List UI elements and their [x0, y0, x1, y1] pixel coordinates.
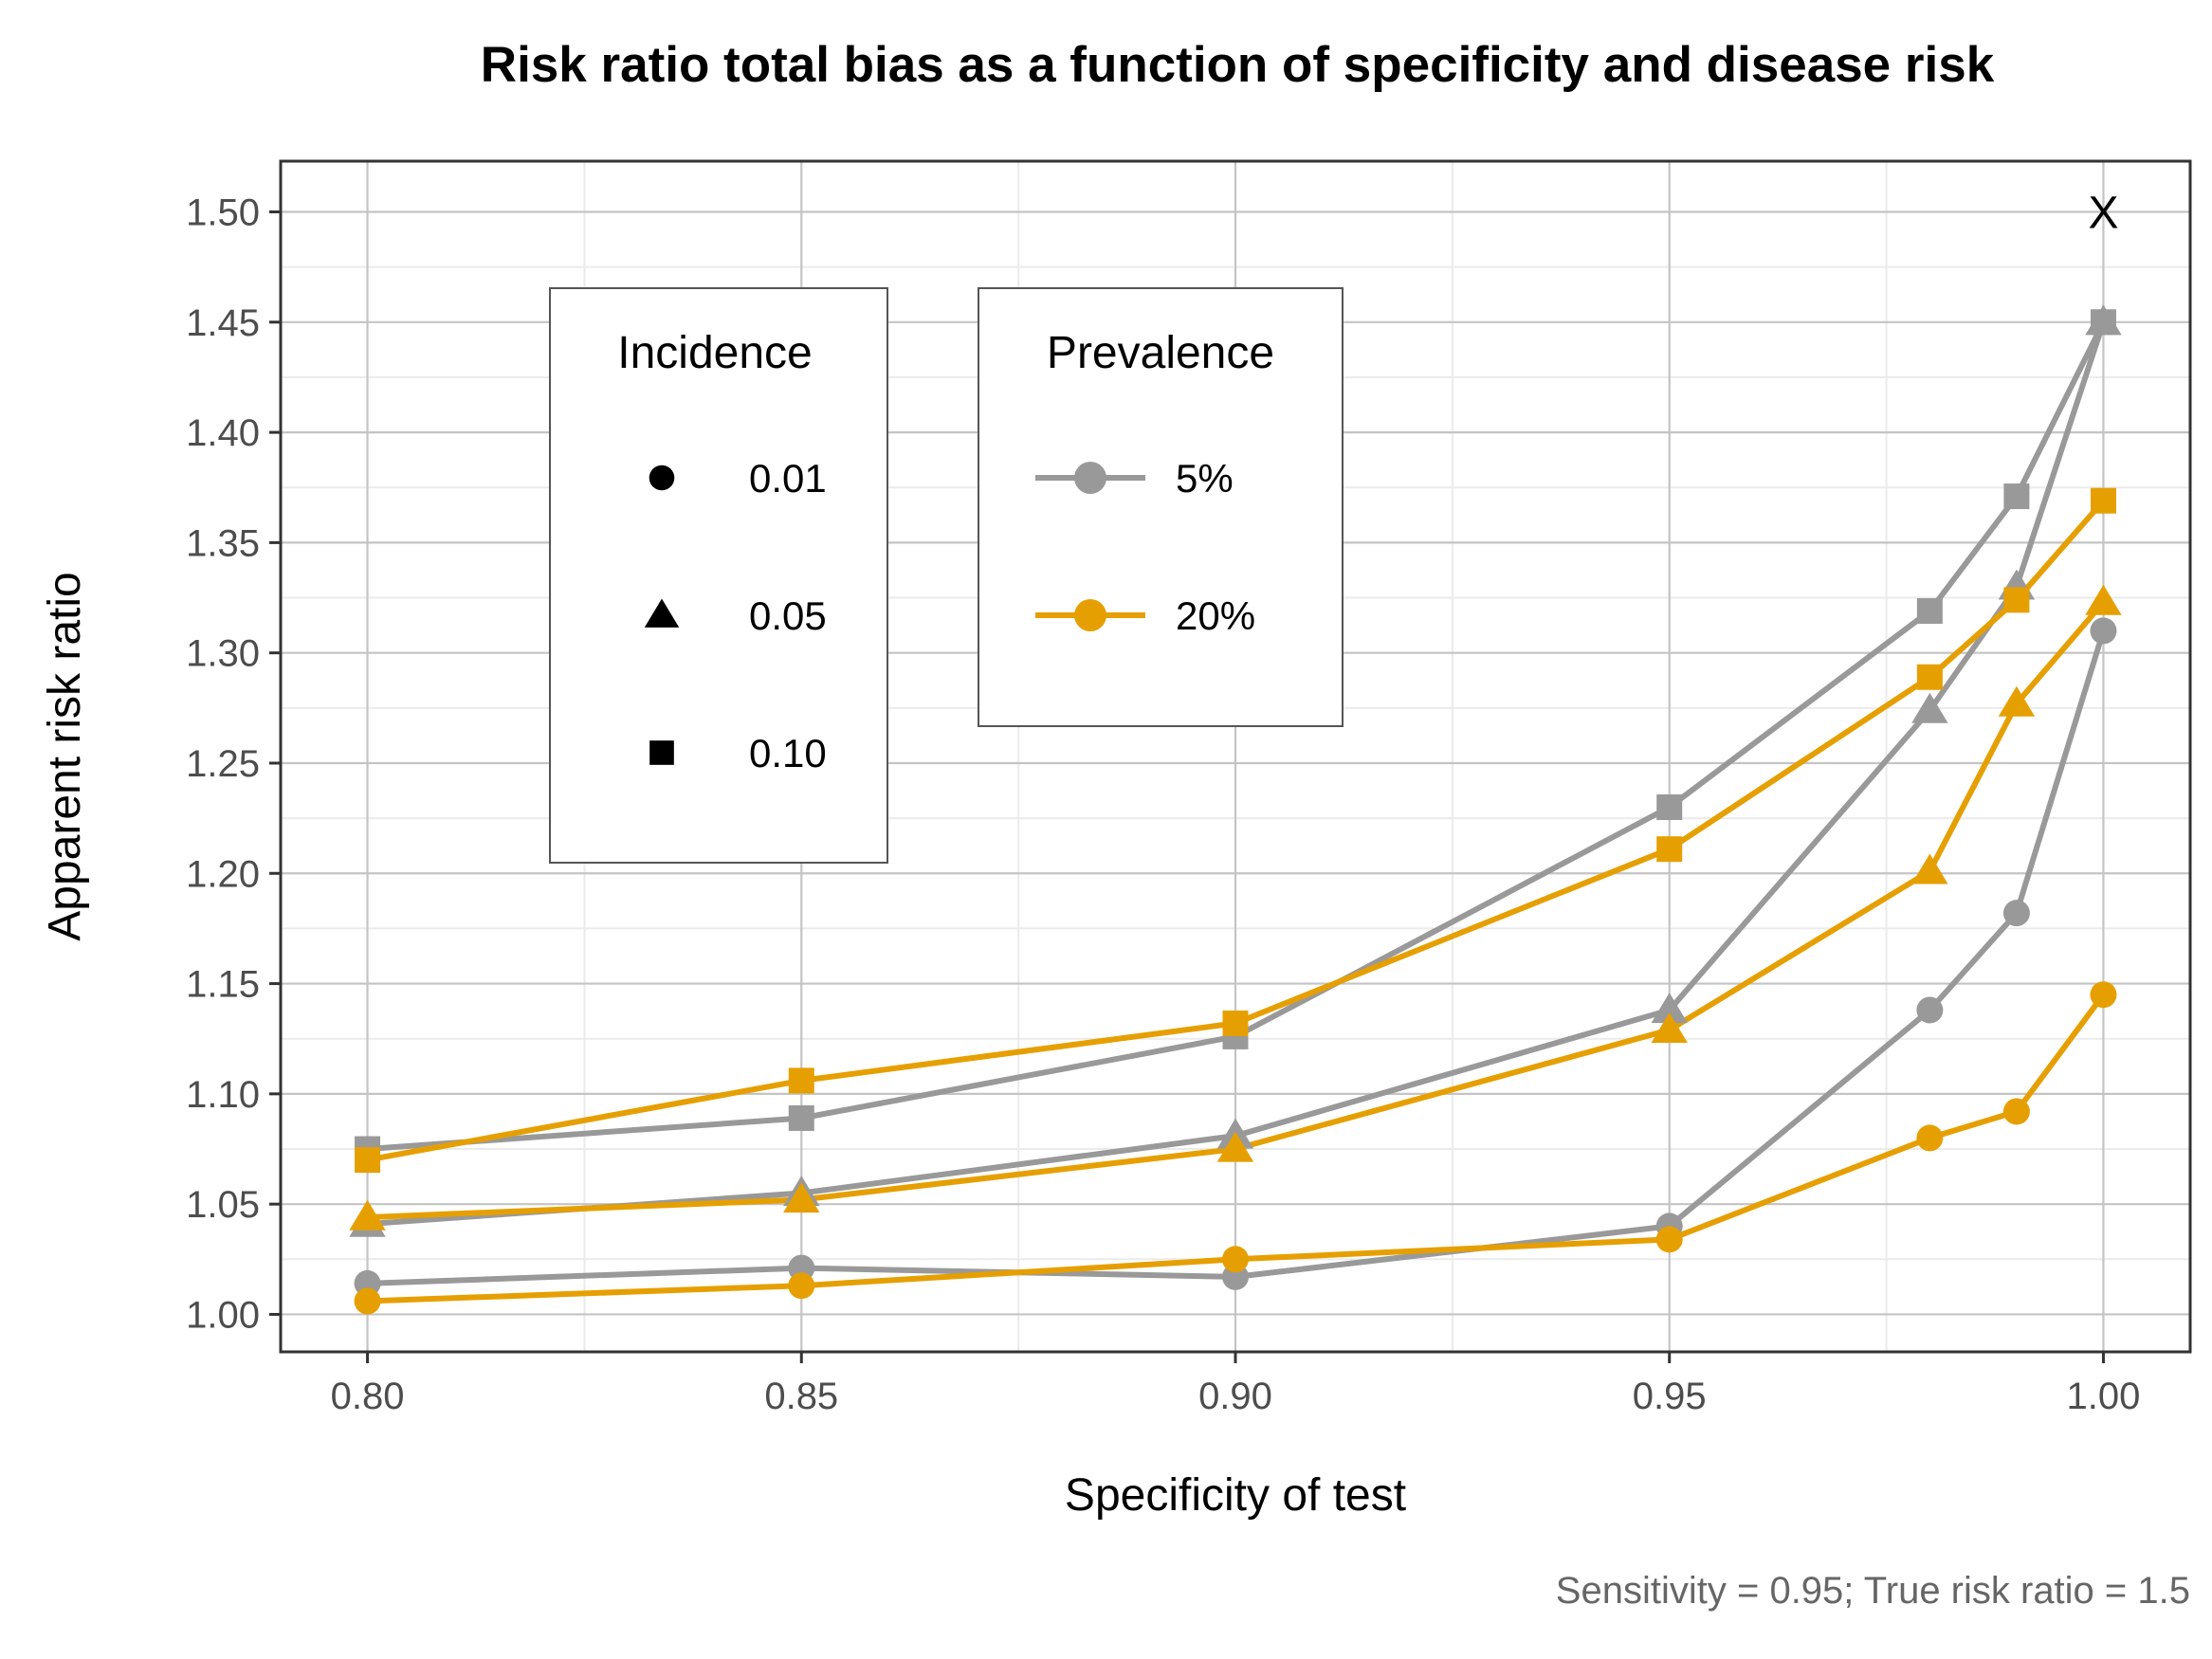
- legend-key-circle: [649, 465, 675, 491]
- legend-incidence-label: 0.10: [749, 731, 827, 775]
- data-point-square: [2003, 587, 2030, 613]
- data-point-circle: [354, 1287, 381, 1315]
- legend-incidence-title: Incidence: [617, 328, 812, 378]
- legend-prevalence-title: Prevalence: [1047, 328, 1274, 378]
- data-point-circle: [1916, 1124, 1944, 1152]
- data-point-triangle: [1911, 853, 1948, 884]
- data-point-triangle: [349, 1199, 386, 1231]
- x-tick-label: 0.95: [1633, 1376, 1707, 1417]
- data-point-square: [2003, 483, 2030, 510]
- x-axis-label: Specificity of test: [1065, 1470, 1406, 1521]
- y-axis-label: Apparent risk ratio: [40, 572, 90, 941]
- y-tick-label: 1.20: [186, 853, 260, 895]
- legend-incidence: Incidence 0.01 0.05 0.10: [549, 287, 888, 864]
- data-point-triangle: [1651, 1012, 1688, 1044]
- y-tick-label: 1.50: [186, 191, 260, 233]
- data-point-circle: [2002, 1098, 2030, 1125]
- data-point-triangle: [1651, 993, 1688, 1024]
- x-axis: 0.80 0.85 0.90 0.95 1.00: [331, 1352, 2141, 1417]
- data-point-square: [1222, 1010, 1249, 1036]
- legend-prevalence: Prevalence 5% 20%: [978, 287, 1344, 727]
- y-tick-label: 1.10: [186, 1074, 260, 1116]
- x-tick-label: 0.90: [1198, 1376, 1272, 1417]
- data-point-circle: [1916, 996, 1944, 1024]
- y-axis: 1.00 1.05 1.10 1.15 1.20 1.25 1.30 1.35 1.40 1.45…: [186, 191, 281, 1336]
- legend-incidence-label: 0.01: [749, 456, 827, 501]
- legend-incidence-box: [549, 287, 888, 864]
- y-tick-label: 1.15: [186, 964, 260, 1006]
- data-point-circle: [2002, 900, 2030, 927]
- y-tick-label: 1.45: [186, 302, 260, 344]
- data-point-circle: [2090, 981, 2117, 1009]
- data-point-triangle: [1216, 1131, 1254, 1162]
- data-point-square: [2090, 309, 2116, 336]
- legend-prevalence-box: [978, 287, 1344, 727]
- data-point-triangle: [2085, 584, 2122, 615]
- legend-prevalence-entries: 5% 20%: [1035, 456, 1255, 638]
- chart-title: Risk ratio total bias as a function of s…: [481, 37, 1995, 93]
- chart-caption: Sensitivity = 0.95; True risk ratio = 1.…: [1556, 1570, 2190, 1612]
- series-points: [349, 304, 2122, 1315]
- data-point-circle: [788, 1272, 815, 1300]
- legend-incidence-entries: 0.01 0.05 0.10: [644, 456, 827, 775]
- x-tick-label: 0.85: [764, 1376, 838, 1417]
- data-point-square: [1916, 597, 1943, 624]
- x-tick-label: 1.00: [2067, 1376, 2141, 1417]
- legend-key-dot: [1074, 599, 1106, 631]
- legend-prevalence-label: 20%: [1176, 593, 1255, 638]
- legend-key-dot: [1074, 462, 1106, 494]
- y-tick-label: 1.00: [186, 1294, 260, 1336]
- data-point-triangle: [783, 1182, 820, 1213]
- data-point-square: [1656, 836, 1683, 863]
- y-tick-label: 1.05: [186, 1184, 260, 1226]
- legend-prevalence-label: 5%: [1176, 456, 1234, 501]
- data-point-square: [2090, 487, 2116, 514]
- data-point-circle: [1222, 1246, 1249, 1273]
- data-point-square: [788, 1067, 814, 1094]
- y-tick-label: 1.30: [186, 633, 260, 675]
- y-tick-label: 1.35: [186, 522, 260, 564]
- y-tick-label: 1.40: [186, 412, 260, 454]
- x-tick-label: 0.80: [331, 1376, 405, 1417]
- data-point-square: [355, 1147, 381, 1174]
- data-point-triangle: [1998, 685, 2036, 717]
- data-point-circle: [1655, 1226, 1683, 1253]
- annotation-x-mark: X: [2088, 188, 2118, 238]
- data-point-square: [1916, 664, 1943, 690]
- y-tick-label: 1.25: [186, 743, 260, 785]
- data-point-circle: [2090, 617, 2117, 645]
- legend-key-square: [649, 740, 674, 765]
- legend-key-triangle: [644, 598, 680, 628]
- data-point-triangle: [1911, 692, 1948, 723]
- data-point-square: [788, 1104, 814, 1131]
- data-point-square: [1656, 793, 1683, 820]
- legend-incidence-label: 0.05: [749, 593, 827, 638]
